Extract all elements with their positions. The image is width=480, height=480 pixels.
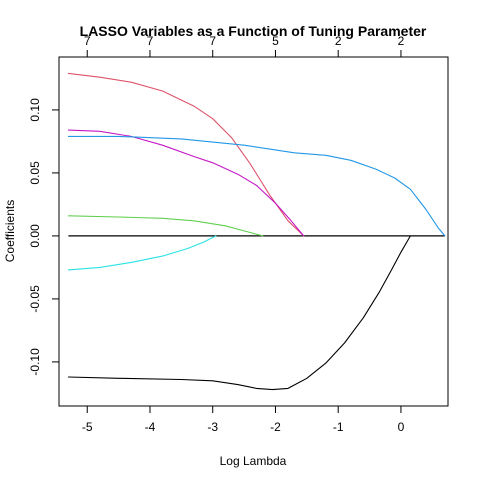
y-tick-label: 0.10 <box>28 98 42 122</box>
x-tick-label: -1 <box>333 420 344 434</box>
top-tick-label: 2 <box>335 34 342 48</box>
y-tick-label: 0.05 <box>28 161 42 185</box>
coefficient-path-6 <box>67 235 411 391</box>
top-tick-label: 7 <box>84 34 91 48</box>
coefficient-path-2 <box>67 129 305 237</box>
y-axis-label: Coefficients <box>3 200 17 262</box>
x-tick-label: -4 <box>145 420 156 434</box>
top-tick-label: 7 <box>147 34 154 48</box>
y-tick-label: -0.10 <box>28 348 42 376</box>
top-tick-label: 7 <box>209 34 216 48</box>
top-tick-label: 5 <box>272 34 279 48</box>
x-tick-label: -2 <box>270 420 281 434</box>
x-tick-label: -3 <box>207 420 218 434</box>
chart-title: LASSO Variables as a Function of Tuning … <box>80 23 427 39</box>
x-axis-label: Log Lambda <box>220 454 287 468</box>
x-tick-label: -5 <box>82 420 93 434</box>
axes-layer: -5 -4 -3 -2 -1 0 -0.10 -0.05 0.00 0.05 0.10 7 7 7 5 2 2 <box>28 34 405 434</box>
x-tick-label: 0 <box>398 420 405 434</box>
y-tick-label: 0.00 <box>28 224 42 248</box>
coefficient-path-3 <box>67 135 446 237</box>
plot-frame <box>58 56 449 407</box>
coefficient-path-4 <box>67 215 264 237</box>
coefficient-path-5 <box>67 235 217 271</box>
top-tick-label: 2 <box>398 34 405 48</box>
series-layer <box>67 72 446 391</box>
y-tick-label: -0.05 <box>28 285 42 313</box>
